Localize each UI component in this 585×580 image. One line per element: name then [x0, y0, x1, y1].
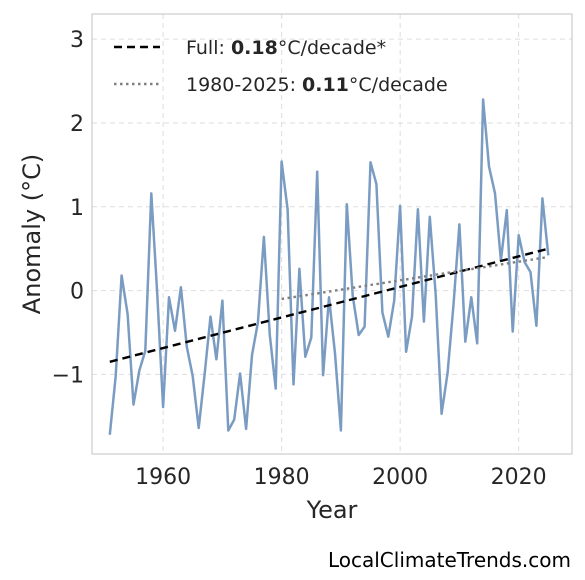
- x-tick-label: 1960: [135, 465, 191, 490]
- x-tick-label: 2000: [372, 465, 428, 490]
- full-trend-line: [109, 247, 549, 363]
- legend-entry: Full: 0.18°C/decade*: [186, 37, 386, 59]
- y-tick-label: 3: [70, 28, 84, 53]
- y-axis-label: Anomaly (°C): [18, 154, 46, 314]
- legend-entry: 1980-2025: 0.11°C/decade: [186, 74, 448, 96]
- site-credit: LocalClimateTrends.com: [327, 548, 571, 572]
- y-tick-label: 2: [70, 112, 84, 137]
- y-tick-label: −1: [52, 363, 84, 388]
- plot-frame: [91, 13, 573, 455]
- x-axis-label: Year: [306, 496, 358, 524]
- anomaly-series-line: [108, 98, 550, 435]
- plot-area: [92, 14, 572, 454]
- y-tick-label: 1: [70, 196, 84, 221]
- x-tick-label: 1980: [254, 465, 310, 490]
- y-tick-label: 0: [70, 280, 84, 305]
- x-tick-label: 2020: [491, 465, 547, 490]
